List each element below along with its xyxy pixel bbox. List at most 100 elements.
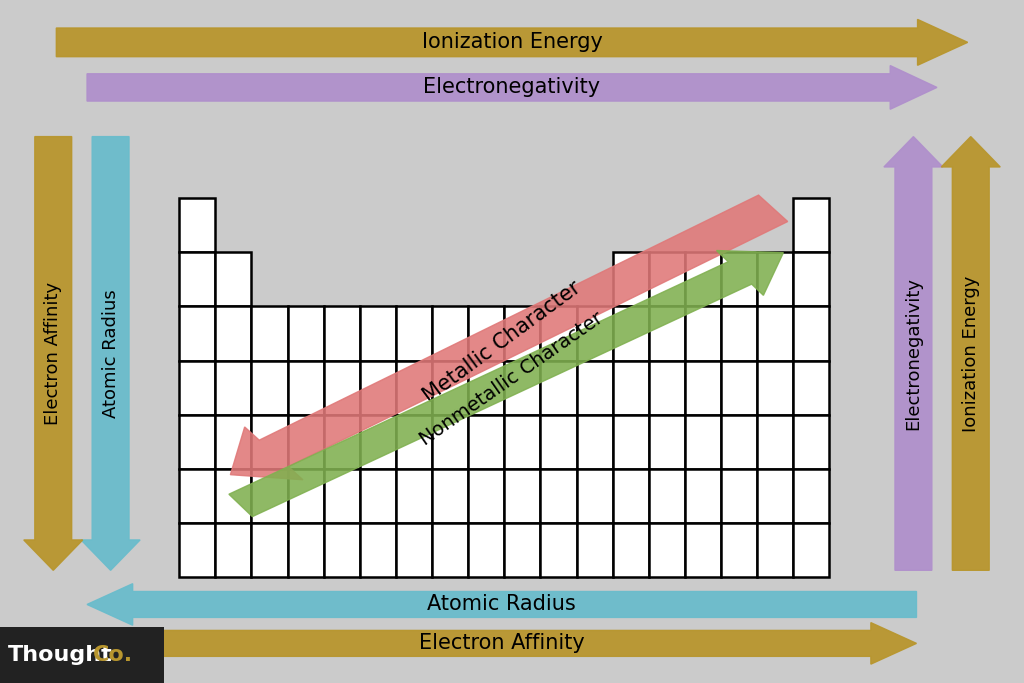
Bar xyxy=(0,627,164,683)
Text: Atomic Radius: Atomic Radius xyxy=(427,594,577,615)
Bar xyxy=(612,307,649,361)
Text: Nonmetallic Character: Nonmetallic Character xyxy=(417,309,607,449)
Bar xyxy=(721,361,757,415)
Bar xyxy=(468,307,504,361)
Bar xyxy=(577,361,612,415)
Bar xyxy=(685,523,721,577)
Bar xyxy=(396,415,432,469)
Bar xyxy=(324,523,359,577)
Text: Electronegativity: Electronegativity xyxy=(424,77,600,98)
Bar xyxy=(504,307,541,361)
Bar xyxy=(324,361,359,415)
Bar xyxy=(794,198,829,252)
Bar xyxy=(179,252,215,307)
Bar xyxy=(504,469,541,523)
Bar xyxy=(541,523,577,577)
Bar xyxy=(215,523,252,577)
Text: Electron Affinity: Electron Affinity xyxy=(419,633,585,654)
Bar xyxy=(468,469,504,523)
Text: Electron Affinity: Electron Affinity xyxy=(44,282,62,425)
Bar xyxy=(432,361,468,415)
Bar xyxy=(612,523,649,577)
Bar xyxy=(649,252,685,307)
Bar xyxy=(577,469,612,523)
Text: Electronegativity: Electronegativity xyxy=(904,277,923,430)
Text: Ionization Energy: Ionization Energy xyxy=(962,275,980,432)
Bar xyxy=(794,415,829,469)
Bar xyxy=(794,361,829,415)
Bar xyxy=(396,523,432,577)
Bar xyxy=(359,523,396,577)
Bar xyxy=(649,469,685,523)
Bar xyxy=(541,469,577,523)
Bar xyxy=(324,469,359,523)
Bar xyxy=(396,361,432,415)
FancyArrow shape xyxy=(884,137,943,570)
Bar xyxy=(649,523,685,577)
Text: Ionization Energy: Ionization Energy xyxy=(422,32,602,53)
Bar xyxy=(179,198,215,252)
Bar xyxy=(252,523,288,577)
Bar xyxy=(468,523,504,577)
Bar xyxy=(721,469,757,523)
Bar xyxy=(468,415,504,469)
Bar xyxy=(396,469,432,523)
Bar xyxy=(468,361,504,415)
Bar xyxy=(612,361,649,415)
Bar xyxy=(757,361,794,415)
Bar xyxy=(794,523,829,577)
Bar xyxy=(179,523,215,577)
Bar xyxy=(396,307,432,361)
Bar xyxy=(288,415,324,469)
Bar xyxy=(359,469,396,523)
Bar xyxy=(288,469,324,523)
Bar xyxy=(215,252,252,307)
Bar xyxy=(685,469,721,523)
Bar xyxy=(757,415,794,469)
Bar xyxy=(649,415,685,469)
Bar xyxy=(541,415,577,469)
Bar xyxy=(541,307,577,361)
Bar xyxy=(179,361,215,415)
Bar xyxy=(432,469,468,523)
Bar xyxy=(504,415,541,469)
Bar xyxy=(577,307,612,361)
Bar xyxy=(432,307,468,361)
Bar xyxy=(432,523,468,577)
Bar xyxy=(649,361,685,415)
Bar xyxy=(324,307,359,361)
Bar xyxy=(324,415,359,469)
Bar xyxy=(612,469,649,523)
Text: Atomic Radius: Atomic Radius xyxy=(101,289,120,418)
Bar xyxy=(179,415,215,469)
Bar xyxy=(541,361,577,415)
FancyArrow shape xyxy=(230,195,787,479)
Bar xyxy=(215,361,252,415)
Bar xyxy=(721,415,757,469)
FancyArrow shape xyxy=(81,137,140,570)
Bar xyxy=(757,469,794,523)
FancyArrow shape xyxy=(229,251,783,516)
FancyArrow shape xyxy=(87,584,916,625)
Bar xyxy=(649,307,685,361)
Bar xyxy=(215,415,252,469)
Bar xyxy=(721,523,757,577)
FancyArrow shape xyxy=(87,66,937,109)
FancyArrow shape xyxy=(24,137,83,570)
Bar xyxy=(577,523,612,577)
Bar xyxy=(757,252,794,307)
Bar xyxy=(685,307,721,361)
Bar xyxy=(215,307,252,361)
Bar xyxy=(794,307,829,361)
Bar xyxy=(215,469,252,523)
Bar xyxy=(252,361,288,415)
Text: Co.: Co. xyxy=(93,645,133,665)
Bar xyxy=(721,252,757,307)
Bar xyxy=(359,361,396,415)
Bar xyxy=(612,252,649,307)
Bar xyxy=(252,415,288,469)
Bar xyxy=(432,415,468,469)
Bar xyxy=(179,307,215,361)
Bar xyxy=(612,415,649,469)
Bar xyxy=(757,307,794,361)
